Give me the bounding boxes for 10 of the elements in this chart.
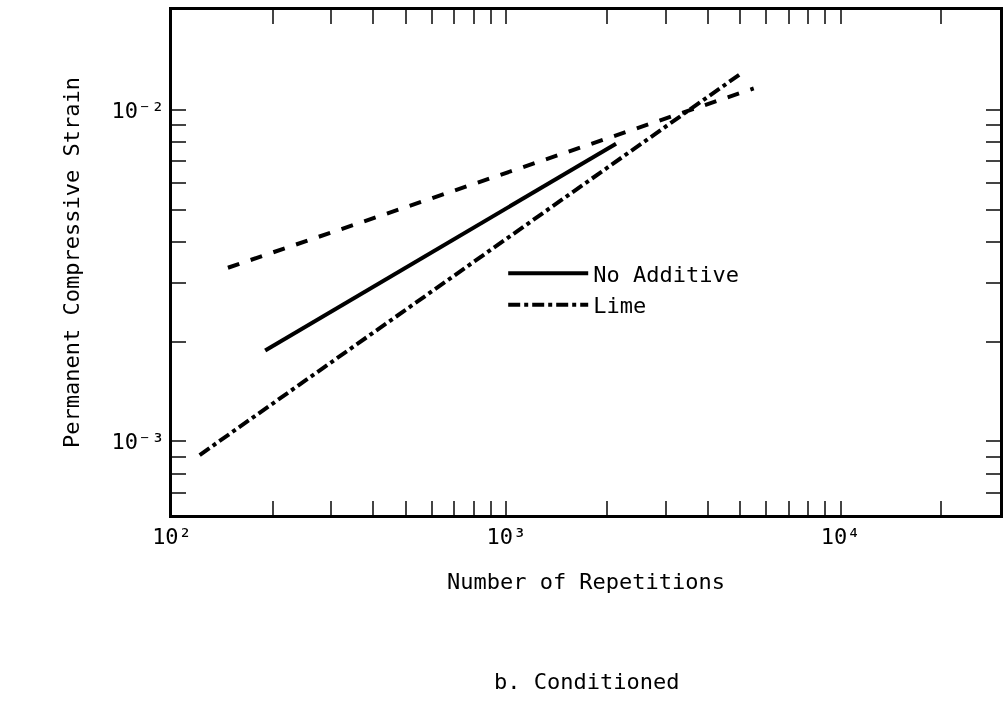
legend-label: No Additive	[593, 261, 739, 287]
x-tick-label: 10²	[152, 524, 192, 550]
y-tick-label: 10⁻³	[111, 429, 165, 455]
x-axis-title: Number of Repetitions	[446, 569, 726, 595]
x-tick-label: 10⁴	[820, 524, 861, 550]
y-axis-title: Permanent Compressive Strain	[59, 77, 85, 448]
x-tick-label: 10³	[486, 524, 527, 550]
text: b. Conditioned	[494, 669, 680, 694]
legend-label: Lime	[593, 293, 647, 319]
y-tick-label: 10⁻²	[111, 97, 165, 123]
